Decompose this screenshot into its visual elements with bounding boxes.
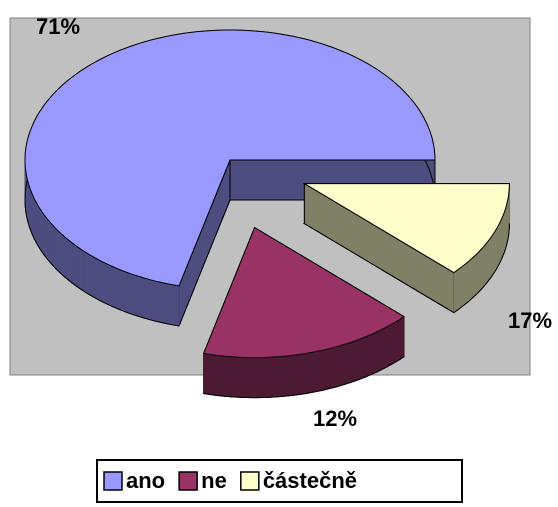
- slice-side: [355, 337, 363, 381]
- slice-side: [251, 357, 259, 399]
- slice-side: [371, 331, 378, 375]
- slice-side: [143, 277, 151, 321]
- slice-side: [457, 266, 463, 311]
- slice-side: [60, 232, 65, 278]
- slice-side: [239, 356, 247, 398]
- slice-side: [117, 268, 124, 312]
- slice-side: [468, 256, 473, 302]
- slice-side: [50, 222, 55, 269]
- slice-side: [67, 238, 73, 284]
- slice-side: [345, 341, 352, 385]
- slice-side: [299, 353, 307, 395]
- slice-edge: [203, 356, 405, 399]
- slice-side: [155, 280, 162, 324]
- legend-label: ano: [126, 468, 165, 493]
- slice-side: [79, 247, 85, 293]
- slice-side: [226, 356, 234, 398]
- slice-side: [75, 245, 81, 290]
- slice-side: [160, 282, 168, 325]
- slice-side: [275, 355, 283, 398]
- slice-side: [394, 318, 401, 363]
- slice-side: [214, 354, 222, 397]
- legend-label: částečně: [263, 468, 357, 493]
- slice-side: [317, 349, 324, 392]
- slice-side: [322, 348, 330, 391]
- slice-side: [97, 258, 103, 303]
- slice-side: [57, 229, 62, 275]
- slice-side: [328, 346, 336, 390]
- slice-side: [361, 335, 368, 379]
- legend: [96, 459, 463, 503]
- slice-side: [472, 253, 477, 299]
- slice: [24, 29, 436, 287]
- slice-side: [149, 279, 157, 322]
- slice-side: [366, 333, 373, 378]
- slice-side: [102, 261, 108, 305]
- slice-side: [166, 283, 174, 326]
- slice-side: [269, 356, 277, 398]
- slice-side: [47, 219, 52, 265]
- slice-side: [88, 253, 94, 298]
- slice-side: [92, 256, 99, 301]
- slice-side: [64, 235, 69, 281]
- slice-side: [209, 353, 216, 396]
- slice-side: [172, 284, 180, 327]
- slice: [202, 226, 405, 359]
- slice-side: [203, 353, 210, 395]
- slice-side: [311, 350, 319, 393]
- slice-side: [112, 265, 118, 310]
- data-label: 12%: [313, 406, 357, 431]
- slice-side: [107, 263, 113, 308]
- slice-side: [461, 263, 466, 308]
- slice-side: [71, 242, 77, 287]
- slice-side: [399, 315, 405, 361]
- slice-side: [263, 356, 271, 398]
- slice-side: [83, 250, 90, 295]
- slice-side: [350, 339, 357, 383]
- slice-side: [138, 275, 145, 319]
- legend-swatch: [240, 471, 260, 491]
- slice-side: [45, 215, 49, 262]
- slice-side: [453, 269, 459, 314]
- slice-edge: [453, 223, 510, 314]
- slice: [302, 183, 510, 274]
- legend-label: ne: [201, 468, 227, 493]
- slice-side: [233, 356, 240, 398]
- slice-side: [478, 247, 483, 293]
- slice-side: [257, 357, 265, 399]
- slice-side: [481, 244, 486, 290]
- slice-side: [376, 328, 383, 373]
- slice-side: [287, 354, 295, 397]
- slice-side: [122, 270, 129, 314]
- slice-side: [339, 343, 347, 387]
- slice-side: [132, 274, 140, 317]
- slice-side: [334, 345, 341, 388]
- slice-side: [281, 355, 289, 397]
- slice-side: [305, 351, 313, 394]
- slice-side: [385, 324, 392, 368]
- data-label: 71%: [36, 14, 80, 39]
- slice-side: [127, 272, 134, 316]
- slice-side: [245, 357, 253, 399]
- slice-side: [475, 250, 480, 296]
- slice-side: [220, 355, 228, 397]
- legend-swatch: [103, 471, 123, 491]
- data-label: 17%: [508, 308, 552, 333]
- legend-swatch: [178, 471, 198, 491]
- slice-side: [390, 321, 396, 366]
- slice-side: [381, 326, 387, 371]
- slice-side: [484, 240, 489, 287]
- slice-side: [53, 226, 58, 272]
- slice-side: [293, 353, 301, 396]
- slice-side: [464, 260, 470, 305]
